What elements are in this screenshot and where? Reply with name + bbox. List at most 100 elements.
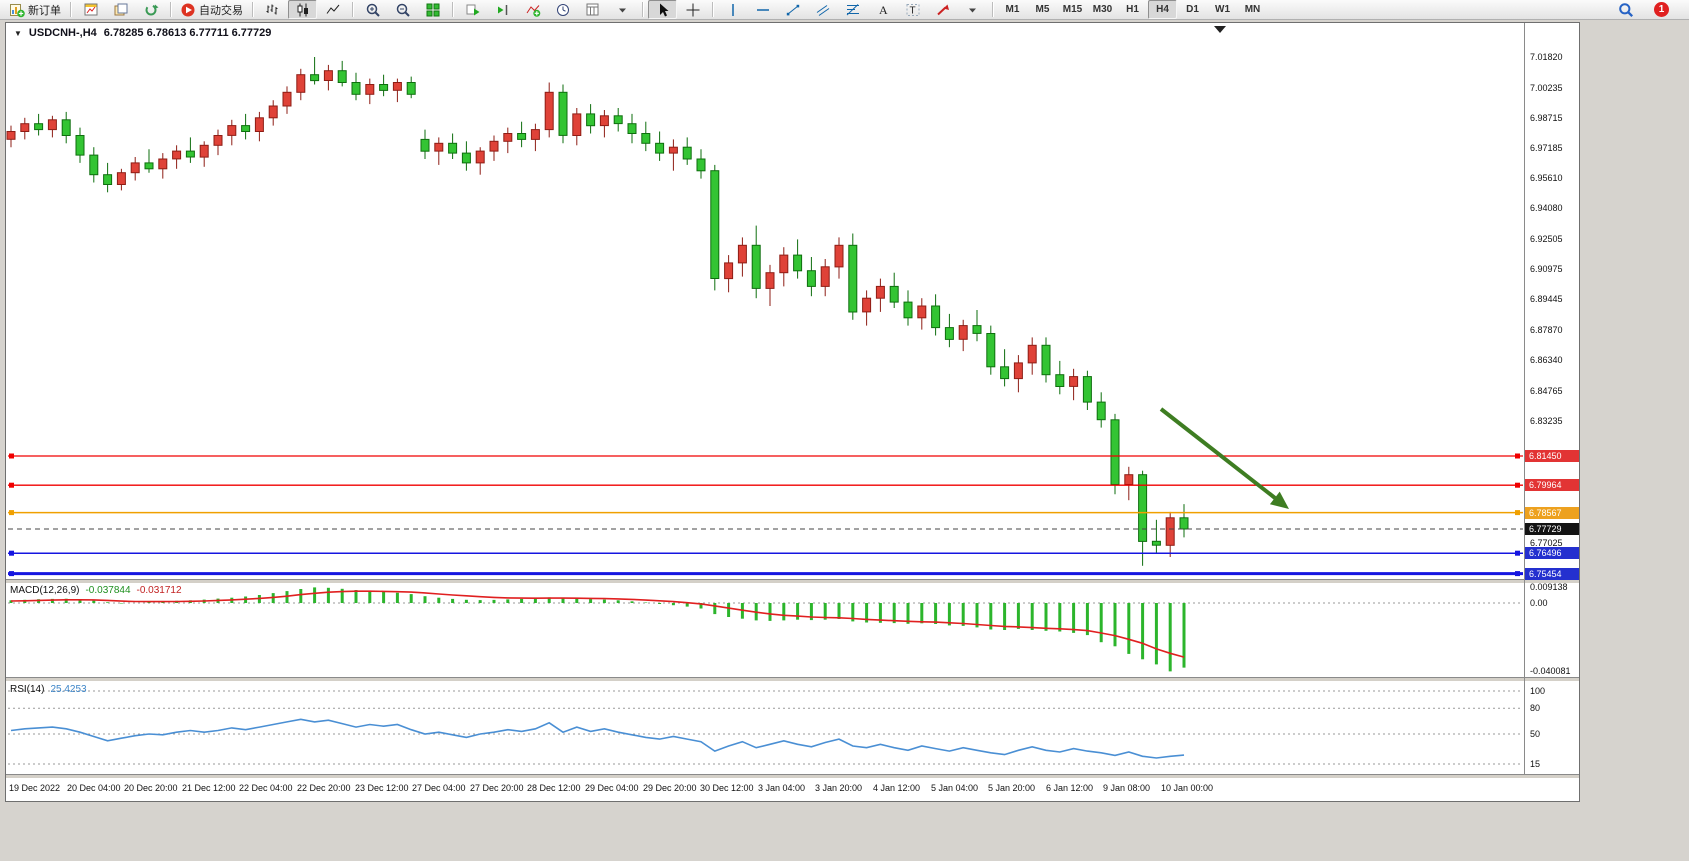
tf-m5-label: M5 — [1035, 4, 1050, 15]
new-order-label: 新订单 — [28, 4, 61, 17]
text-label-button[interactable]: T — [898, 0, 927, 19]
templates-button[interactable] — [578, 0, 607, 19]
tf-d1-button[interactable]: D1 — [1178, 0, 1207, 19]
tf-m15-label: M15 — [1062, 4, 1083, 15]
zoom-out-button[interactable] — [388, 0, 417, 19]
auto-trading-button[interactable]: 自动交易 — [176, 0, 247, 19]
time-axis-label: 27 Dec 20:00 — [470, 783, 524, 793]
price-axis-label: 6.92505 — [1530, 234, 1563, 244]
main-toolbar: 新订单 自动交易 A T M1 M5 M15 M30 H1 H4 D1 W1 MN 1 — [0, 0, 1689, 20]
auto-trading-icon — [180, 2, 196, 18]
notifications-button[interactable]: 1 — [1647, 0, 1676, 19]
rsi-panel — [8, 690, 1523, 765]
indicators-icon — [525, 2, 541, 18]
cursor-button[interactable] — [648, 0, 677, 19]
zoom-out-icon — [395, 2, 411, 18]
refresh-button[interactable] — [136, 0, 165, 19]
time-axis-label: 3 Jan 04:00 — [758, 783, 806, 793]
chart-shift-button[interactable] — [488, 0, 517, 19]
templates-dropdown-button[interactable] — [608, 0, 637, 19]
label-icon: T — [905, 2, 921, 18]
auto-scroll-button[interactable] — [458, 0, 487, 19]
time-axis-label: 23 Dec 12:00 — [355, 783, 409, 793]
tf-m1-button[interactable]: M1 — [998, 0, 1027, 19]
fibonacci-icon — [845, 2, 861, 18]
svg-text:A: A — [879, 3, 888, 17]
time-axis-label: 22 Dec 20:00 — [297, 783, 351, 793]
zoom-in-button[interactable] — [358, 0, 387, 19]
toolbar-right-group: 1 — [1611, 0, 1684, 19]
time-axis-label: 28 Dec 12:00 — [527, 783, 581, 793]
equidistant-channel-button[interactable] — [808, 0, 837, 19]
horizontal-line-6.75454[interactable] — [8, 571, 1523, 577]
price-axis-label: 6.83235 — [1530, 416, 1563, 426]
cursor-icon — [655, 2, 671, 18]
new-chart-icon — [83, 2, 99, 18]
candlestick-chart-button[interactable] — [288, 0, 317, 19]
crosshair-button[interactable] — [678, 0, 707, 19]
periods-icon — [555, 2, 571, 18]
toolbar-separator — [452, 2, 453, 17]
panel-separator-macd[interactable] — [6, 579, 1579, 584]
profiles-button[interactable] — [106, 0, 135, 19]
templates-icon — [585, 2, 601, 18]
collapse-arrow-icon[interactable]: ▼ — [14, 28, 22, 38]
chart-shift-marker-icon[interactable] — [1214, 26, 1226, 33]
profiles-icon — [113, 2, 129, 18]
chart-ohlc-values: 6.78285 6.78613 6.77711 6.77729 — [103, 27, 272, 39]
time-axis-label: 21 Dec 12:00 — [182, 783, 236, 793]
time-axis-label: 29 Dec 20:00 — [643, 783, 697, 793]
periods-button[interactable] — [548, 0, 577, 19]
price-axis-label: 6.77025 — [1530, 538, 1563, 548]
tf-w1-label: W1 — [1215, 4, 1230, 15]
price-badge-6.81450: 6.81450 — [1525, 450, 1579, 462]
hline-icon — [755, 2, 771, 18]
tf-h4-button[interactable]: H4 — [1148, 0, 1177, 19]
horizontal-line-6.79964[interactable] — [8, 482, 1523, 488]
new-order-button[interactable]: 新订单 — [5, 0, 65, 19]
tile-windows-button[interactable] — [418, 0, 447, 19]
indicators-button[interactable] — [518, 0, 547, 19]
line-chart-button[interactable] — [318, 0, 347, 19]
tf-m15-button[interactable]: M15 — [1058, 0, 1087, 19]
vline-icon — [725, 2, 741, 18]
panel-separator-rsi[interactable] — [6, 677, 1579, 682]
bar-chart-button[interactable] — [258, 0, 287, 19]
new-order-icon — [9, 2, 25, 18]
price-badge-6.79964: 6.79964 — [1525, 479, 1579, 491]
trend-arrow-annotation[interactable] — [1159, 407, 1289, 509]
tf-h1-button[interactable]: H1 — [1118, 0, 1147, 19]
time-axis-label: 22 Dec 04:00 — [239, 783, 293, 793]
horizontal-line-button[interactable] — [748, 0, 777, 19]
macd-name: MACD(12,26,9) — [10, 585, 80, 596]
rsi-axis-label: 50 — [1530, 729, 1541, 739]
time-axis-label: 27 Dec 04:00 — [412, 783, 466, 793]
time-axis[interactable]: 19 Dec 2022 20 Dec 04:00 20 Dec 20:00 21 De… — [6, 779, 1524, 799]
svg-text:T: T — [909, 5, 915, 16]
price-axis-label: 6.98715 — [1530, 113, 1563, 123]
notification-icon: 1 — [1654, 2, 1669, 17]
horizontal-line-6.78567[interactable] — [8, 510, 1523, 516]
price-axis-label: 7.00235 — [1530, 83, 1563, 93]
new-chart-button[interactable] — [76, 0, 105, 19]
price-axis[interactable]: 7.01820 7.00235 6.98715 6.97185 6.95610 6.940… — [1525, 23, 1579, 779]
vertical-line-button[interactable] — [718, 0, 747, 19]
chart-canvas[interactable] — [6, 23, 1579, 801]
text-button[interactable]: A — [868, 0, 897, 19]
price-badge-6.77729: 6.77729 — [1525, 523, 1579, 535]
tf-m5-button[interactable]: M5 — [1028, 0, 1057, 19]
bar-chart-icon — [265, 2, 281, 18]
arrows-dropdown-button[interactable] — [958, 0, 987, 19]
arrows-button[interactable] — [928, 0, 957, 19]
tile-windows-icon — [425, 2, 441, 18]
price-axis-label: 6.90975 — [1530, 264, 1563, 274]
fibonacci-button[interactable] — [838, 0, 867, 19]
tf-m30-button[interactable]: M30 — [1088, 0, 1117, 19]
tf-mn-button[interactable]: MN — [1238, 0, 1267, 19]
horizontal-line-6.81450[interactable] — [8, 453, 1523, 459]
time-axis-label: 20 Dec 20:00 — [124, 783, 178, 793]
tf-w1-button[interactable]: W1 — [1208, 0, 1237, 19]
trendline-button[interactable] — [778, 0, 807, 19]
horizontal-line-6.76496[interactable] — [8, 550, 1523, 556]
search-button[interactable] — [1611, 0, 1640, 19]
